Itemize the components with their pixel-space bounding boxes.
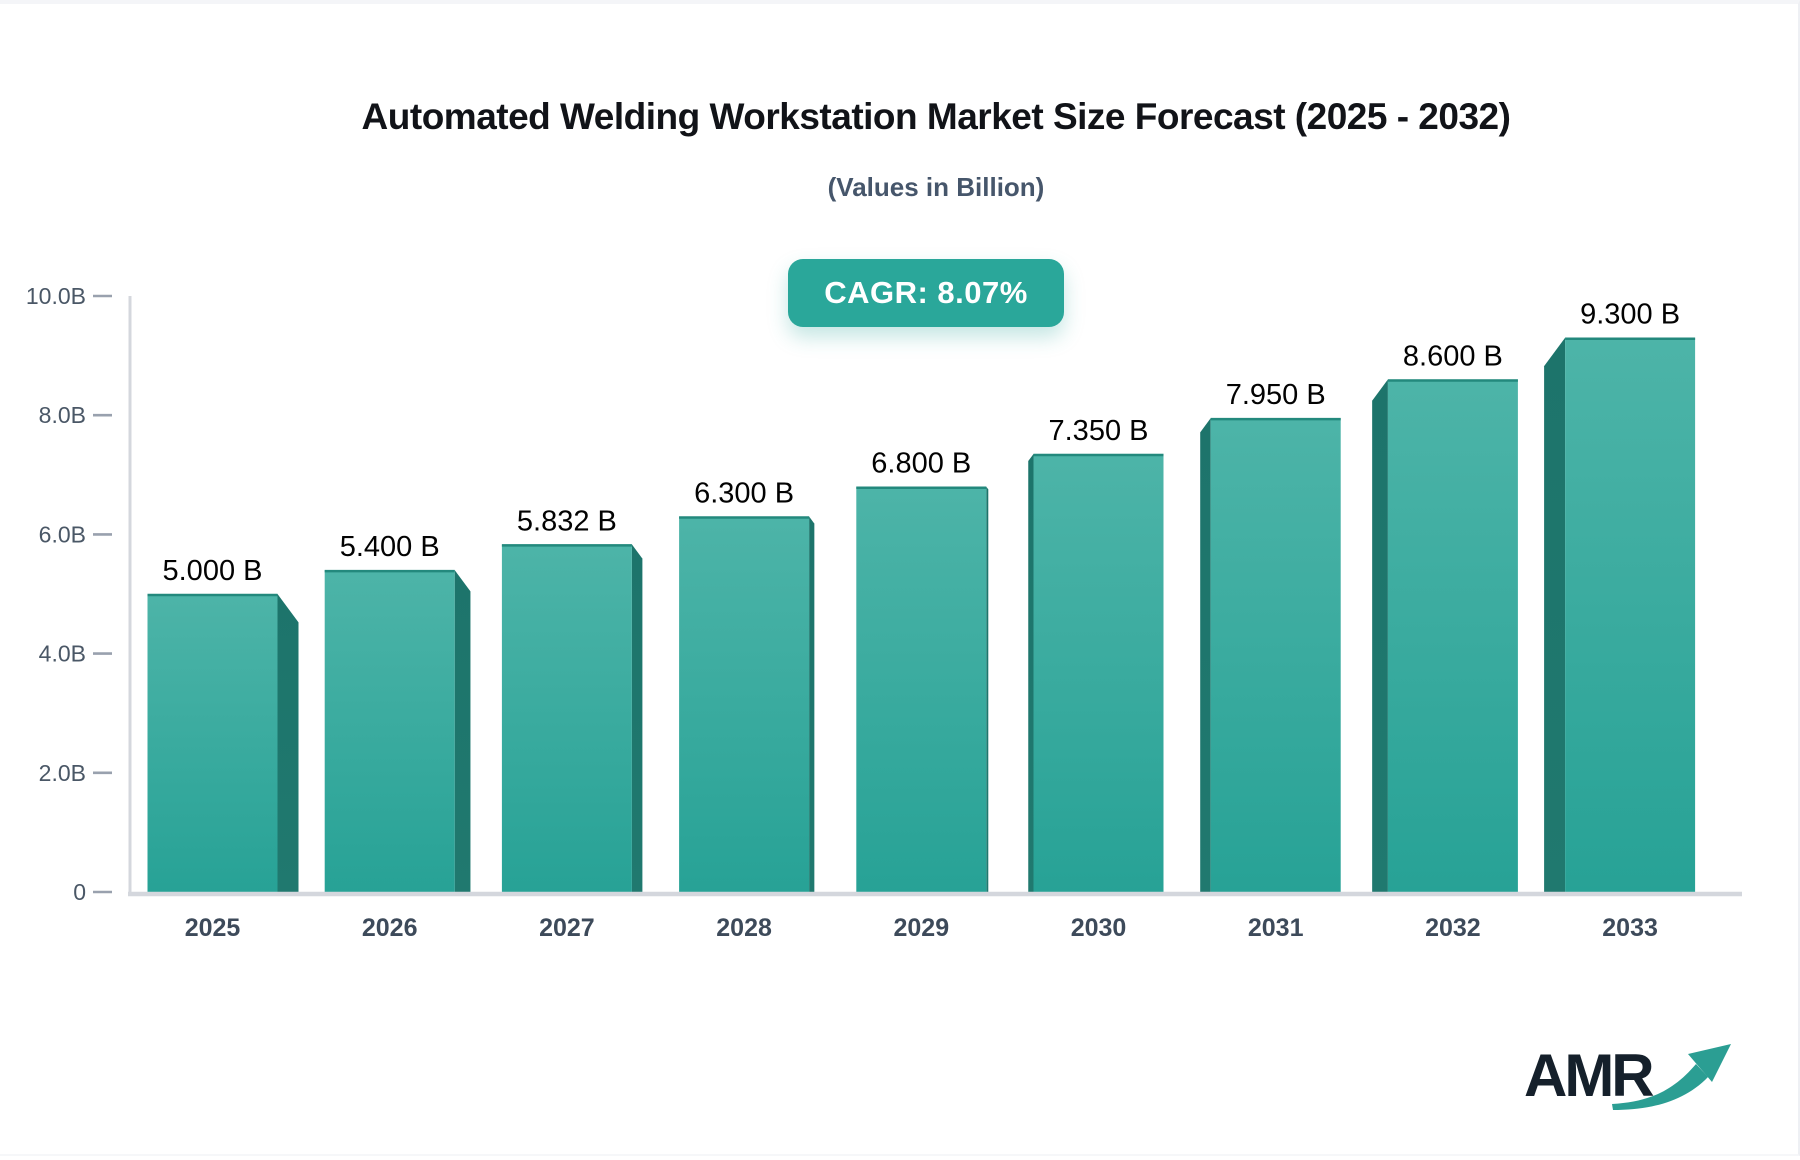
bar-side	[809, 516, 815, 892]
y-axis-label: 8.0B	[39, 402, 86, 428]
bar-value-label: 5.000 B	[163, 555, 263, 587]
y-axis-label: 4.0B	[39, 641, 86, 667]
bar-value-label: 7.950 B	[1226, 379, 1326, 411]
x-axis-label: 2031	[1248, 914, 1304, 942]
cagr-badge-label: CAGR: 8.07%	[824, 275, 1028, 310]
bar-value-label: 6.300 B	[694, 478, 794, 510]
bar-side	[1372, 379, 1388, 892]
bar-2026	[324, 570, 455, 892]
bar-2033	[1565, 337, 1696, 893]
bar-2027	[501, 544, 632, 892]
y-axis-label: 10.0B	[26, 283, 86, 309]
bar-value-label: 9.300 B	[1580, 299, 1680, 331]
bar-2030	[1033, 453, 1164, 892]
bar-value-label: 6.800 B	[871, 448, 971, 480]
amr-logo: AMR	[1524, 1040, 1734, 1116]
bar-side	[1028, 453, 1034, 892]
x-axis-label: 2026	[362, 914, 418, 942]
x-axis-label: 2030	[1071, 914, 1127, 942]
y-axis-label: 6.0B	[39, 521, 86, 547]
x-axis-label: 2027	[539, 914, 595, 942]
bar-value-label: 8.600 B	[1403, 340, 1503, 372]
bar-value-label: 5.832 B	[517, 505, 617, 537]
bar-side	[1544, 337, 1566, 893]
growth-arrow-icon	[1612, 1044, 1731, 1110]
bar-side	[986, 486, 989, 892]
bar-side	[631, 544, 643, 892]
x-axis-label: 2033	[1602, 914, 1658, 942]
bar-side	[454, 570, 471, 892]
bar-2029	[856, 486, 987, 892]
chart-subtitle: (Values in Billion)	[827, 172, 1045, 202]
bar-2028	[679, 516, 810, 892]
bar-2032	[1387, 379, 1518, 892]
x-axis-label: 2029	[893, 914, 949, 942]
amr-logo-text: AMR	[1524, 1042, 1655, 1109]
chart-title: Automated Welding Workstation Market Siz…	[361, 96, 1511, 137]
bar-side	[1200, 418, 1211, 892]
x-axis-label: 2025	[185, 914, 241, 942]
bar-2031	[1210, 418, 1341, 892]
cagr-badge: CAGR: 8.07%	[788, 259, 1064, 327]
y-axis-label: 2.0B	[39, 760, 86, 786]
y-axis-label: 0	[73, 879, 86, 905]
bar-value-label: 5.400 B	[340, 531, 440, 563]
bar-chart: 0 2.0B 4.0B 6.0B 8.0B 10.0B 5.000 B 2025 5.400 B…	[26, 283, 1742, 942]
bar-2025	[147, 594, 278, 892]
x-axis-label: 2032	[1425, 914, 1481, 942]
bar-value-label: 7.350 B	[1049, 415, 1149, 447]
x-axis-label: 2028	[716, 914, 772, 942]
bar-side	[277, 594, 299, 892]
